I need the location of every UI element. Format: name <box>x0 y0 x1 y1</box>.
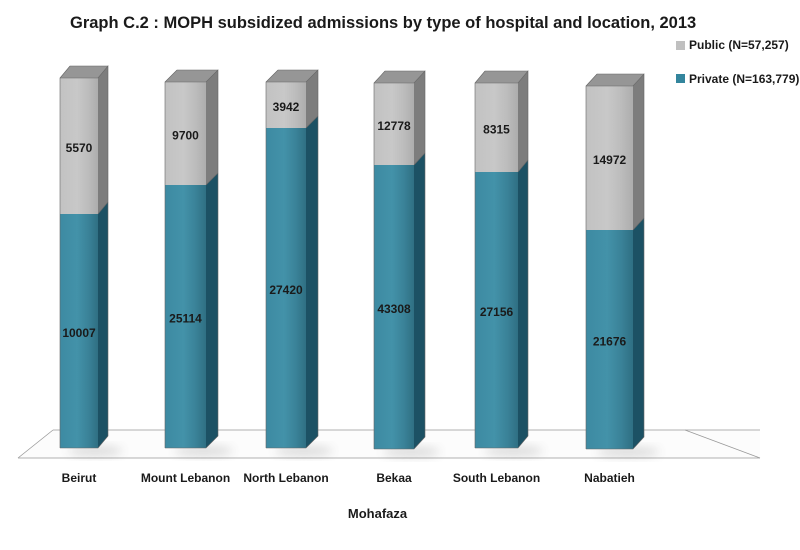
svg-text:27420: 27420 <box>269 283 303 297</box>
svg-text:12778: 12778 <box>377 119 411 133</box>
svg-text:21676: 21676 <box>593 335 627 349</box>
svg-text:27156: 27156 <box>480 305 514 319</box>
svg-text:5570: 5570 <box>66 141 93 155</box>
svg-text:14972: 14972 <box>593 153 627 167</box>
svg-text:10007: 10007 <box>62 326 96 340</box>
svg-text:3942: 3942 <box>273 100 300 114</box>
svg-text:9700: 9700 <box>172 129 199 143</box>
svg-text:43308: 43308 <box>377 302 411 316</box>
svg-text:25114: 25114 <box>169 312 202 326</box>
svg-text:8315: 8315 <box>483 123 510 137</box>
